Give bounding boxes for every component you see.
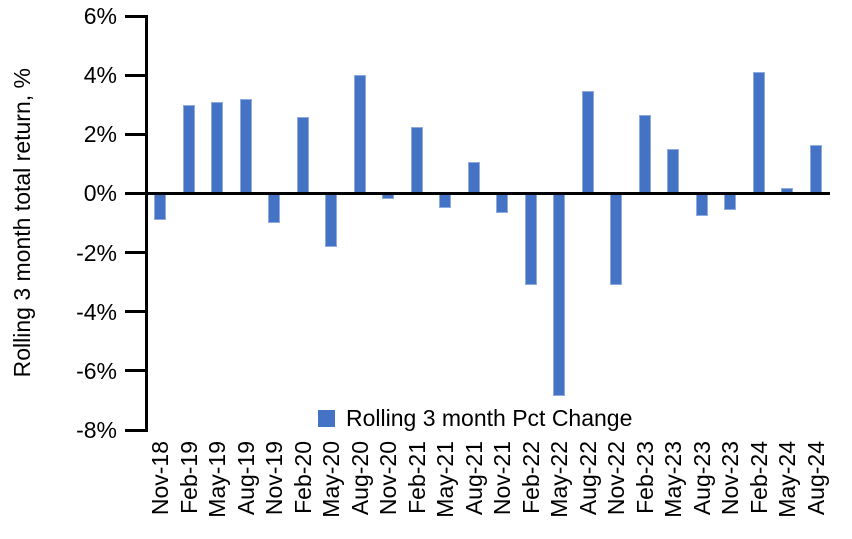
x-tick-label: Nov-22 [603,441,630,516]
bar-May-21 [439,193,452,209]
legend: Rolling 3 month Pct Change [318,405,632,432]
bar-Aug-24 [809,144,822,194]
x-tick-label: May-22 [546,441,573,518]
bar-Feb-22 [524,193,537,286]
x-tick-label: Feb-22 [517,441,544,514]
x-tick-label: Nov-19 [261,441,288,516]
x-tick-label: Aug-24 [802,441,829,516]
x-tick-label: Aug-20 [346,441,373,516]
y-tick-mark [125,369,145,373]
bar-May-23 [667,149,680,194]
bar-May-19 [211,101,224,194]
y-tick-label: 6% [83,3,117,29]
x-tick-label: May-21 [432,441,459,518]
x-tick-label: Feb-24 [745,441,772,514]
bar-Feb-23 [638,115,651,194]
y-tick-label: -8% [76,417,117,443]
y-tick-mark [125,14,145,18]
bar-Feb-21 [410,126,423,194]
bar-Nov-21 [496,193,509,213]
x-tick-label: Aug-19 [232,441,259,516]
x-tick-label: Feb-20 [289,441,316,514]
y-tick-mark [125,251,145,255]
x-tick-label: May-19 [204,441,231,518]
bar-Feb-19 [182,104,195,194]
legend-color-swatch [318,410,335,427]
y-axis-title-wrap: Rolling 3 month total return, % [4,16,40,430]
y-tick-label: 2% [83,121,117,148]
bar-Aug-20 [353,75,366,194]
x-tick-label: Aug-23 [688,441,715,516]
y-tick-label: -2% [76,239,117,266]
bar-May-20 [325,193,338,247]
x-tick-label: May-24 [774,441,801,518]
zero-axis-line [145,191,830,195]
bar-Nov-23 [724,193,737,210]
bar-Nov-19 [268,193,281,223]
y-tick-label: -6% [76,357,117,384]
y-tick-label: -4% [76,298,117,325]
x-tick-label: Nov-20 [375,441,402,516]
x-tick-label: Feb-21 [403,441,430,514]
bar-Nov-22 [610,193,623,286]
x-tick-label: Nov-23 [717,441,744,516]
x-tick-label: Aug-21 [460,441,487,516]
y-axis-title: Rolling 3 month total return, % [8,68,35,378]
x-tick-label: May-20 [318,441,345,518]
bar-Aug-23 [695,193,708,216]
bar-Aug-22 [581,91,594,194]
y-tick-label: 0% [83,180,117,207]
y-tick-mark [125,132,145,136]
x-tick-label: Nov-18 [147,441,174,516]
y-tick-mark [125,73,145,77]
x-tick-label: Feb-23 [631,441,658,514]
bar-Feb-20 [296,116,309,194]
legend-label: Rolling 3 month Pct Change [346,405,633,431]
bar-Aug-21 [467,162,480,194]
x-tick-label: Aug-22 [574,441,601,516]
x-tick-label: Feb-19 [175,441,202,514]
bar-May-22 [553,193,566,396]
x-tick-label: Nov-21 [489,441,516,516]
bar-Feb-24 [752,72,765,194]
y-tick-mark [125,428,145,432]
bar-Nov-18 [154,193,167,221]
y-tick-label: 4% [83,62,117,89]
bar-Aug-19 [239,98,252,194]
y-axis-line [145,14,148,432]
x-tick-label: May-23 [660,441,687,518]
y-tick-mark [125,191,145,195]
y-tick-mark [125,310,145,314]
